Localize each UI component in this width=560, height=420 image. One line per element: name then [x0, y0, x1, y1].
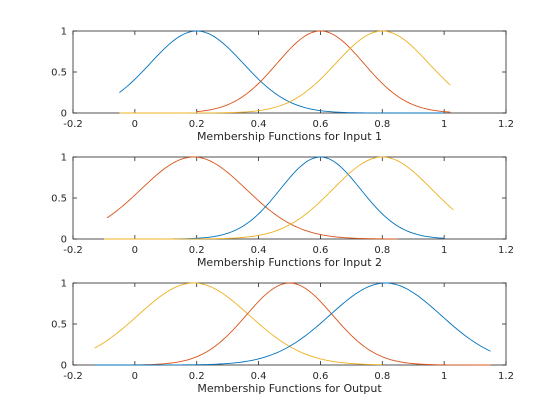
x-tick-label: -0.2 [63, 119, 83, 130]
y-tick-label: 0.5 [51, 194, 67, 205]
x-tick-label: 0 [132, 371, 138, 382]
x-tick-label: 1 [441, 371, 447, 382]
y-tick-label: 0 [61, 109, 67, 120]
x-axis-label: Membership Functions for Input 2 [197, 256, 382, 269]
x-tick-label: 0.2 [189, 371, 205, 382]
membership-curve-3 [119, 30, 451, 114]
x-tick-label: 0.8 [374, 245, 390, 256]
y-tick-label: 0.5 [51, 320, 67, 331]
x-tick-label: 1 [441, 119, 447, 130]
y-tick-label: 0 [61, 235, 67, 246]
membership-curve-3 [94, 282, 491, 366]
x-tick-label: 0.6 [312, 371, 328, 382]
x-tick-label: 0.4 [251, 119, 267, 130]
membership-curve-3 [103, 156, 454, 240]
y-tick-label: 1 [61, 279, 67, 290]
x-tick-label: 0 [132, 119, 138, 130]
y-tick-label: 1 [61, 27, 67, 38]
x-axis-label: Membership Functions for Output [197, 382, 382, 395]
membership-curve-1 [106, 156, 398, 240]
y-tick-label: 1 [61, 153, 67, 164]
x-tick-label: 0.4 [251, 371, 267, 382]
x-tick-label: 0.6 [312, 119, 328, 130]
x-tick-label: -0.2 [63, 245, 83, 256]
x-tick-label: 0.2 [189, 119, 205, 130]
x-tick-label: 0 [132, 245, 138, 256]
plot-area [72, 30, 507, 114]
x-tick-label: 1.2 [498, 371, 514, 382]
membership-curve-1 [119, 30, 445, 114]
x-tick-label: 1.2 [498, 119, 514, 130]
membership-curve-2 [196, 30, 451, 113]
x-tick-label: -0.2 [63, 371, 83, 382]
y-tick-label: 0.5 [51, 68, 67, 79]
membership-curve-1 [94, 282, 383, 366]
y-tick-label: 0 [61, 361, 67, 372]
x-axis-label: Membership Functions for Input 1 [197, 130, 382, 143]
x-tick-label: 1.2 [498, 245, 514, 256]
x-tick-label: 0.6 [312, 245, 328, 256]
x-tick-label: 0.4 [251, 245, 267, 256]
plot-area [72, 282, 507, 366]
x-tick-label: 0.2 [189, 245, 205, 256]
x-tick-label: 0.8 [374, 119, 390, 130]
membership-curve-2 [94, 282, 491, 366]
x-tick-label: 1 [441, 245, 447, 256]
x-tick-label: 0.8 [374, 371, 390, 382]
